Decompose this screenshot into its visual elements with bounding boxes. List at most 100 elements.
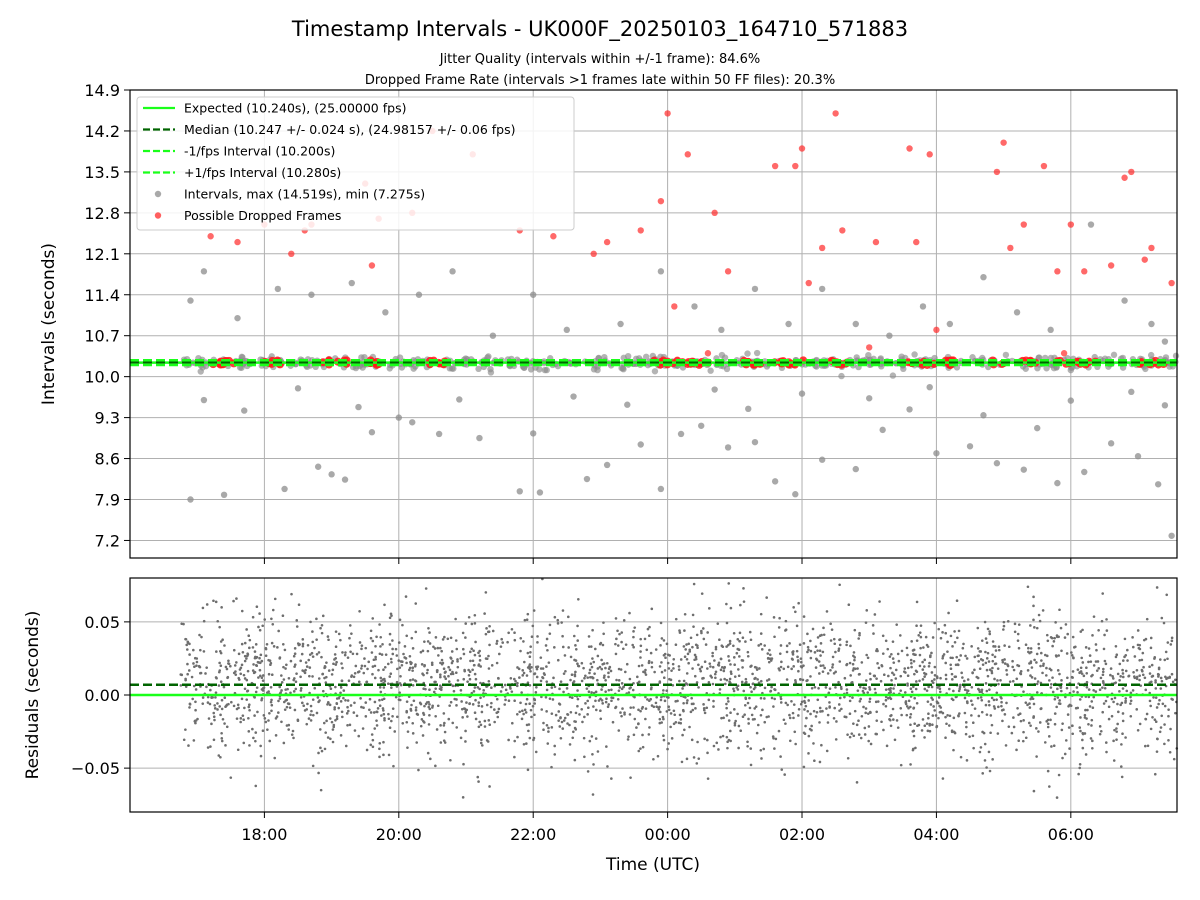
residual-point — [1052, 744, 1056, 748]
interval-point — [294, 385, 302, 392]
residual-point — [714, 670, 718, 674]
residual-point — [788, 713, 791, 717]
residual-point — [533, 672, 536, 676]
residual-point — [337, 632, 341, 636]
residual-point — [1129, 699, 1133, 703]
residual-point — [1110, 714, 1114, 718]
residual-point — [413, 679, 417, 682]
residual-point — [239, 672, 243, 676]
dropped-frame-point — [805, 279, 812, 287]
residual-point — [548, 697, 552, 700]
residual-point — [590, 665, 594, 669]
residual-point — [242, 673, 246, 677]
residual-point — [580, 708, 584, 711]
residual-point — [1039, 651, 1043, 655]
residual-point — [737, 724, 741, 728]
residual-point — [333, 653, 337, 656]
residual-point — [791, 711, 795, 715]
residual-point — [193, 656, 197, 660]
residual-point — [519, 637, 523, 640]
interval-point — [643, 353, 650, 361]
residual-point — [893, 683, 896, 687]
residual-point — [910, 690, 914, 694]
residual-point — [360, 705, 363, 709]
residual-point — [423, 704, 426, 708]
residual-point — [421, 649, 425, 653]
residual-point — [672, 667, 675, 670]
residual-point — [874, 700, 878, 704]
residual-point — [541, 667, 545, 670]
residual-point — [927, 716, 930, 720]
residual-point — [1066, 676, 1069, 680]
residual-point — [225, 725, 229, 729]
residual-point — [855, 781, 859, 784]
residual-point — [971, 721, 975, 725]
residual-point — [804, 704, 808, 708]
residual-point — [662, 676, 666, 680]
residual-point — [317, 751, 320, 755]
interval-point — [487, 365, 494, 373]
interval-point — [624, 401, 631, 408]
residual-point — [759, 679, 763, 683]
residual-point — [1016, 639, 1020, 642]
residual-point — [602, 662, 606, 665]
residual-point — [629, 706, 633, 709]
residual-point — [193, 719, 197, 723]
residual-point — [1046, 722, 1050, 726]
residual-point — [260, 676, 264, 679]
residual-point — [662, 738, 666, 742]
residual-point — [263, 618, 267, 621]
residual-point — [598, 665, 602, 669]
residual-point — [1139, 684, 1143, 687]
residual-point — [1104, 699, 1108, 703]
residual-point — [321, 672, 325, 676]
residual-point — [576, 639, 580, 642]
residual-point — [729, 606, 733, 610]
residual-point — [749, 685, 752, 689]
residual-point — [344, 698, 347, 702]
residual-point — [749, 665, 752, 668]
residual-point — [954, 695, 958, 699]
residual-point — [1027, 646, 1030, 650]
residual-point — [728, 677, 732, 681]
residual-point — [1045, 666, 1048, 670]
residual-point — [1105, 750, 1108, 754]
residual-point — [619, 668, 623, 671]
residual-point — [592, 705, 595, 708]
residual-point — [588, 739, 592, 743]
residual-point — [1032, 715, 1036, 718]
residual-point — [1079, 666, 1083, 670]
residual-point — [663, 669, 667, 672]
dropped-frame-point — [933, 326, 940, 334]
residual-point — [677, 668, 681, 671]
residual-point — [316, 696, 320, 699]
residual-point — [375, 719, 378, 722]
residual-point — [1121, 668, 1124, 672]
residual-point — [335, 715, 339, 718]
residual-point — [981, 663, 985, 666]
residual-point — [525, 618, 529, 622]
residual-point — [838, 643, 842, 647]
dropped-frame-point — [684, 151, 691, 158]
residual-point — [930, 679, 934, 683]
residual-point — [382, 753, 385, 757]
residual-point — [517, 667, 521, 671]
residual-point — [729, 729, 732, 733]
residual-point — [847, 603, 851, 606]
residual-point — [1069, 704, 1073, 708]
residual-point — [930, 671, 934, 674]
residual-point — [343, 653, 347, 657]
residual-point — [976, 676, 980, 680]
residual-point — [334, 685, 337, 689]
residual-point — [1065, 652, 1069, 655]
residual-point — [890, 714, 893, 717]
residual-point — [255, 605, 259, 609]
residual-point — [405, 661, 408, 665]
residual-point — [682, 709, 685, 713]
residual-point — [1045, 633, 1049, 637]
residual-point — [247, 703, 251, 707]
dropped-frame-point — [1040, 162, 1048, 170]
residual-point — [353, 701, 356, 705]
residual-point — [277, 699, 280, 703]
residual-point — [368, 697, 372, 701]
